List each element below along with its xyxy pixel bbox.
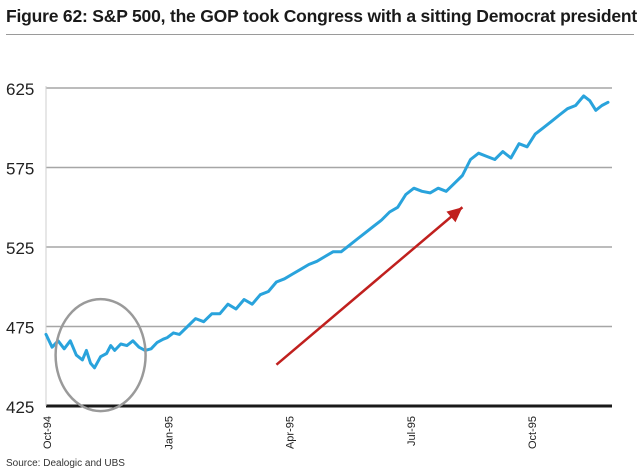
y-tick-label: 575: [6, 160, 34, 179]
x-tick-label: Jul-95: [406, 416, 418, 446]
series-line-sp500: [44, 94, 610, 370]
title-divider: [6, 34, 634, 35]
y-axis: 425 475 525 575 625: [6, 80, 47, 417]
trend-arrow: [275, 206, 464, 366]
gridlines: [46, 87, 612, 408]
y-tick-label: 625: [6, 80, 34, 99]
y-tick-label: 425: [6, 398, 34, 417]
x-tick-label: Oct-94: [42, 416, 54, 449]
x-axis: Oct-94 Jan-95 Apr-95 Jul-95 Oct-95: [42, 416, 539, 450]
highlight-circle: [54, 297, 147, 413]
x-tick-label: Jan-95: [163, 416, 175, 450]
trend-arrow-shaft: [275, 206, 464, 366]
y-tick-label: 475: [6, 319, 34, 338]
x-tick-label: Apr-95: [285, 416, 297, 449]
x-tick-label: Oct-95: [527, 416, 539, 449]
page-title: Figure 62: S&P 500, the GOP took Congres…: [6, 6, 638, 26]
source-note: Source: Dealogic and UBS: [6, 458, 125, 469]
trend-arrow-head: [446, 207, 463, 223]
y-tick-label: 525: [6, 239, 34, 258]
